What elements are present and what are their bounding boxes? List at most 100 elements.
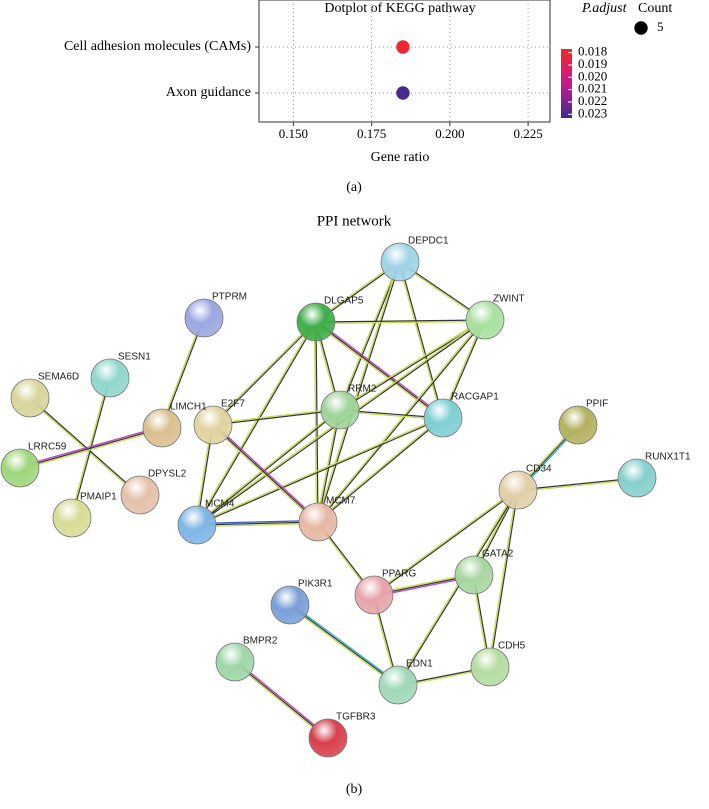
caption: (b): [346, 782, 363, 797]
node-label: SESN1: [118, 352, 151, 363]
node-label: PIK3R1: [298, 579, 333, 590]
node: [177, 505, 217, 545]
edge: [396, 488, 518, 685]
node-label: ZWINT: [493, 294, 525, 305]
node-label: MCM4: [205, 499, 235, 510]
colorbar-title: P.adjust: [581, 1, 628, 16]
edge: [233, 662, 328, 740]
node: [354, 575, 394, 615]
edge: [338, 318, 485, 410]
node: [10, 378, 50, 418]
node: [298, 502, 338, 542]
node-label: RUNX1T1: [645, 452, 691, 463]
edge: [212, 424, 319, 523]
edge: [317, 319, 486, 523]
edge: [197, 522, 319, 528]
colorbar-tick-label: 0.019: [578, 56, 607, 71]
edge: [159, 317, 204, 428]
edge: [29, 397, 141, 496]
edge: [518, 478, 638, 493]
edge: [20, 428, 163, 471]
chart-title: Dotplot of KEGG pathway: [324, 1, 475, 16]
node-label: LIMCH1: [170, 402, 207, 413]
edge: [211, 425, 318, 524]
edge: [316, 318, 485, 522]
colorbar-tick-label: 0.018: [578, 44, 607, 59]
size-legend-dot: [634, 21, 648, 35]
edge: [234, 661, 329, 739]
edge: [28, 398, 140, 497]
node-label: PMAIP1: [80, 492, 117, 503]
edge: [315, 321, 319, 523]
edge: [196, 416, 443, 525]
node-label: BMPR2: [243, 636, 278, 647]
node: [308, 718, 348, 758]
edge: [196, 521, 319, 526]
node-label: SEMA6D: [38, 372, 79, 383]
edge: [290, 603, 400, 685]
node-label: TGFBR3: [336, 712, 376, 723]
edge: [338, 261, 400, 410]
edge: [397, 262, 443, 419]
edge: [196, 417, 444, 526]
edge: [517, 477, 638, 491]
node-label: MCM7: [326, 496, 356, 507]
edge: [289, 604, 399, 686]
x-tick-label: 0.200: [435, 126, 464, 141]
node-label: RACGAP1: [451, 392, 499, 403]
edge: [489, 489, 519, 668]
node-label: RRM2: [348, 384, 377, 395]
node-label: DLGAP5: [324, 296, 364, 307]
edge: [317, 261, 401, 523]
node: [380, 242, 420, 282]
node: [90, 358, 130, 398]
dot: [396, 40, 410, 54]
edge: [196, 321, 317, 526]
x-tick-label: 0.175: [357, 126, 386, 141]
node: [498, 470, 538, 510]
edge: [235, 660, 330, 738]
x-tick-label: 0.150: [279, 126, 308, 141]
node-label: DEPDC1: [408, 236, 449, 247]
edge: [372, 488, 518, 595]
edge: [315, 321, 444, 419]
edge: [195, 408, 340, 525]
node: [423, 398, 463, 438]
x-axis-label: Gene ratio: [371, 150, 430, 165]
node-label: E2F7: [221, 399, 245, 410]
edge: [213, 423, 320, 522]
colorbar-tick-label: 0.020: [578, 68, 607, 83]
edge: [19, 425, 162, 468]
edge: [212, 409, 341, 426]
colorbar-tick-label: 0.021: [578, 81, 607, 96]
edge: [313, 322, 318, 523]
node: [184, 298, 224, 338]
edge: [316, 416, 443, 522]
node-label: DPYSL2: [148, 469, 187, 480]
edge: [315, 319, 486, 323]
edge: [195, 320, 316, 525]
edge: [211, 320, 316, 425]
edge: [196, 409, 341, 526]
node: [0, 448, 40, 488]
node: [558, 405, 598, 445]
node: [320, 390, 360, 430]
node: [215, 642, 255, 682]
node: [378, 665, 418, 705]
node-label: GATA2: [482, 549, 514, 560]
edge: [315, 261, 400, 522]
node: [193, 405, 233, 445]
edge: [19, 427, 163, 469]
caption: (a): [346, 180, 362, 195]
edge: [487, 489, 518, 667]
edge: [288, 605, 398, 687]
node-label: LRRC59: [28, 442, 67, 453]
y-tick-label: Cell adhesion molecules (CAMs): [64, 39, 251, 54]
edge: [397, 489, 519, 686]
edge: [316, 320, 445, 418]
size-legend-title: Count: [638, 1, 672, 16]
y-tick-label: Axon guidance: [166, 85, 251, 100]
edge: [373, 489, 519, 596]
node: [296, 302, 336, 342]
